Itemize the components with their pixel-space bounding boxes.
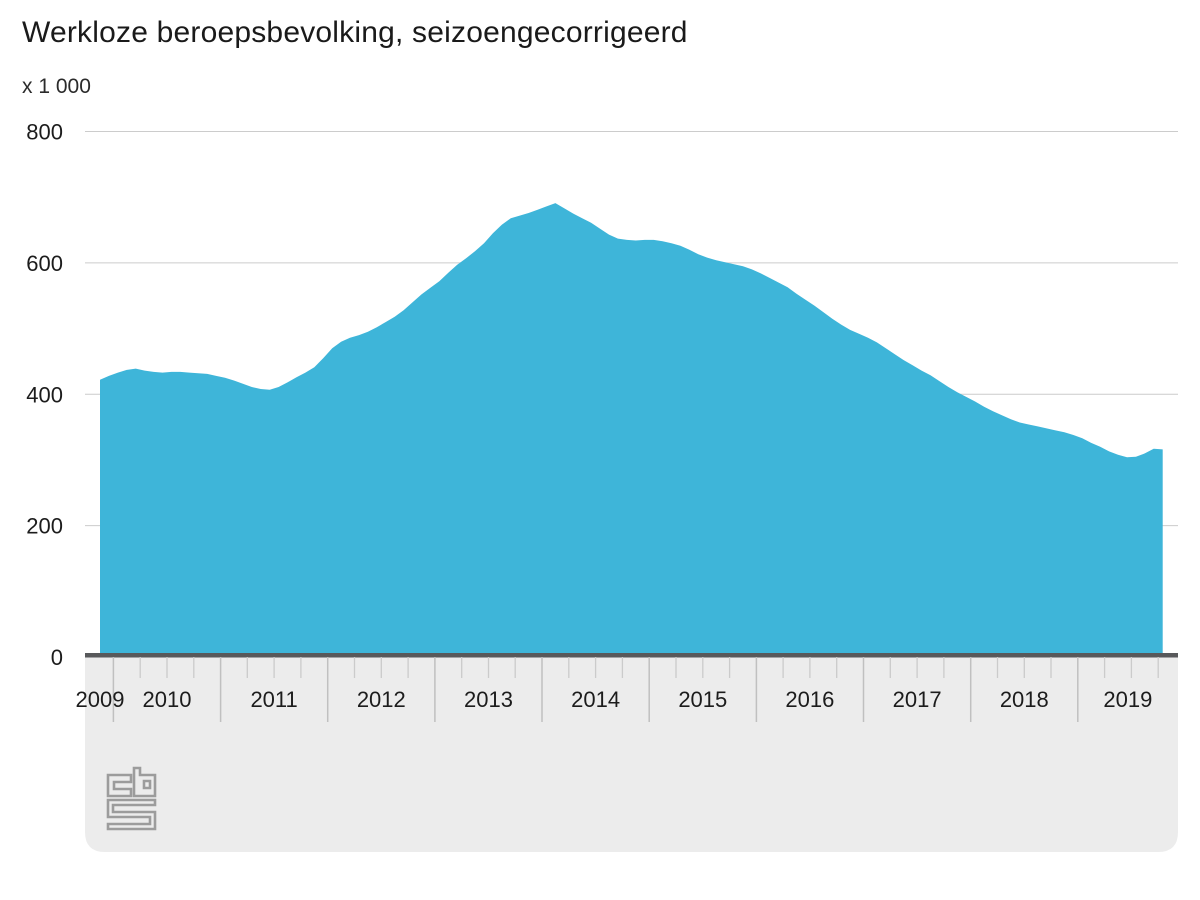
x-axis-zero-line — [85, 653, 1178, 658]
cbs-logo — [106, 773, 133, 798]
x-axis-year-label: 2012 — [357, 687, 406, 712]
x-axis-year-label: 2019 — [1103, 687, 1152, 712]
x-axis-year-label: 2014 — [571, 687, 620, 712]
x-axis-year-label: 2018 — [1000, 687, 1049, 712]
x-axis-year-label: 2017 — [893, 687, 942, 712]
y-axis-tick-label: 600 — [26, 251, 63, 276]
x-axis-year-label: 2015 — [678, 687, 727, 712]
x-axis-year-label: 2016 — [785, 687, 834, 712]
x-axis-year-label: 2009 — [76, 687, 125, 712]
chart-title: Werkloze beroepsbevolking, seizoengecorr… — [22, 16, 688, 49]
y-axis-unit-label: x 1 000 — [22, 75, 91, 98]
x-axis-year-label: 2013 — [464, 687, 513, 712]
x-axis-band — [85, 657, 1178, 852]
area-series-unemployment — [100, 203, 1163, 657]
x-axis-year-label: 2011 — [250, 687, 297, 712]
y-axis-tick-label: 400 — [26, 382, 63, 407]
cbs-logo — [106, 798, 157, 831]
x-axis-year-label: 2010 — [143, 687, 192, 712]
y-axis-tick-label: 0 — [51, 645, 63, 670]
y-axis-tick-label: 200 — [26, 514, 63, 539]
cbs-logo — [132, 766, 157, 798]
y-axis-tick-label: 800 — [26, 120, 63, 145]
